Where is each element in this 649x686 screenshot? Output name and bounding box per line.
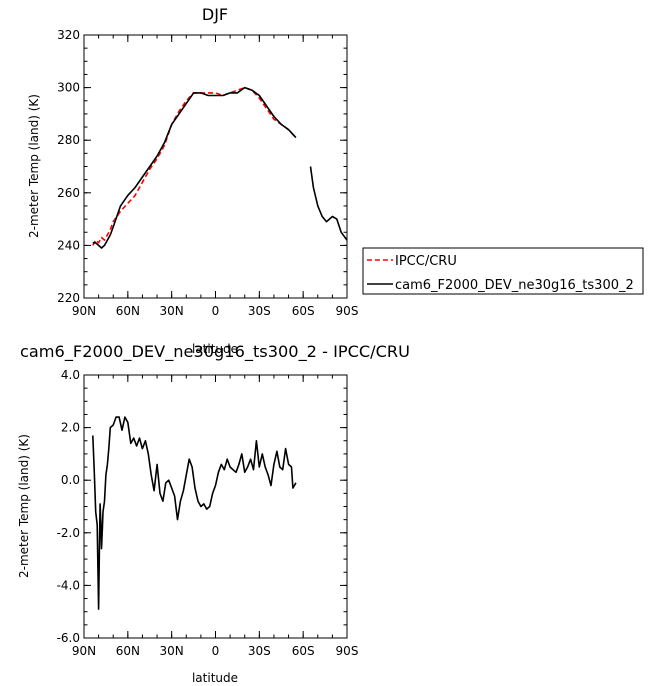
bottom-chart-title: cam6_F2000_DEV_ne30g16_ts300_2 - IPCC/CR… [20,342,410,362]
top-y-tick-label: 280 [57,133,80,147]
top-plot-frame [83,34,348,299]
bottom-data-lines [92,416,297,610]
bottom-y-tick-label: 4.0 [61,368,80,382]
bottom-y-axis-label: 2-meter Temp (land) (K) [17,434,31,578]
top-series-line-0 [92,86,297,246]
top-y-axis-label: 2-meter Temp (land) (K) [27,94,41,238]
bottom-x-tick-label: 60S [292,644,315,658]
top-x-tick-label: 90N [72,304,96,318]
legend-box [362,247,644,295]
top-data-lines [92,86,348,249]
top-y-tick-label: 240 [57,238,80,252]
bottom-x-tick-label: 0 [212,644,220,658]
top-axis-ticks: 90N 60N 30N 0 30S 60S 90S 220 240 260 280 300 320 [57,28,358,318]
bottom-x-tick-label: 30N [160,644,184,658]
bottom-x-tick-label: 60N [116,644,140,658]
bottom-axis-ticks: 90N 60N 30N 0 30S 60S 90S -6.0 -4.0 -2.0 0.0 2.0 4.0 [57,368,359,658]
top-y-tick-label: 300 [57,81,80,95]
top-x-tick-label: 60S [292,304,315,318]
legend: IPCC/CRU cam6_F2000_DEV_ne30g16_ts300_2 [362,247,644,295]
bottom-x-tick-label: 30S [248,644,271,658]
top-panel: DJF latitude 2-meter Temp (land) (K) 90N… [27,5,358,356]
top-y-tick-label: 260 [57,186,80,200]
top-x-tick-label: 0 [212,304,220,318]
bottom-x-tick-label: 90S [336,644,359,658]
top-x-tick-label: 30S [248,304,271,318]
top-series-line-1 [92,86,297,249]
top-x-tick-label: 30N [160,304,184,318]
top-x-tick-label: 90S [336,304,359,318]
bottom-panel: cam6_F2000_DEV_ne30g16_ts300_2 - IPCC/CR… [17,342,410,685]
top-x-tick-label: 60N [116,304,140,318]
top-x-axis-label: latitude [192,342,238,356]
bottom-plot-frame [83,374,348,639]
top-series-line-1 [309,166,348,241]
legend-label-cam6: cam6_F2000_DEV_ne30g16_ts300_2 [395,278,634,293]
bottom-y-tick-label: 2.0 [61,421,80,435]
bottom-x-tick-label: 90N [72,644,96,658]
legend-label-ipcc-cru: IPCC/CRU [395,254,457,269]
bottom-y-tick-label: 0.0 [61,473,80,487]
bottom-y-tick-label: -2.0 [57,526,80,540]
bottom-y-tick-label: -6.0 [57,631,80,645]
bottom-y-tick-label: -4.0 [57,578,80,592]
top-y-tick-label: 320 [57,28,80,42]
top-chart-title: DJF [202,5,228,24]
top-y-tick-label: 220 [57,291,80,305]
bottom-series-line-0 [92,416,297,610]
bottom-x-axis-label: latitude [192,671,238,685]
